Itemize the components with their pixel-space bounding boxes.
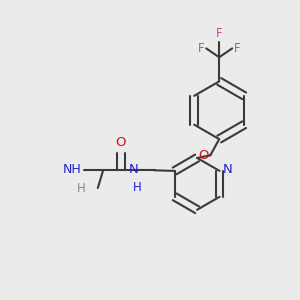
Text: NH: NH <box>62 163 81 176</box>
Text: F: F <box>234 42 241 55</box>
Text: H: H <box>77 182 85 194</box>
Text: O: O <box>116 136 126 149</box>
Text: F: F <box>216 27 223 40</box>
Text: O: O <box>199 149 209 162</box>
Text: N: N <box>223 163 232 176</box>
Text: H: H <box>133 181 141 194</box>
Text: N: N <box>128 163 138 176</box>
Text: F: F <box>198 42 205 55</box>
